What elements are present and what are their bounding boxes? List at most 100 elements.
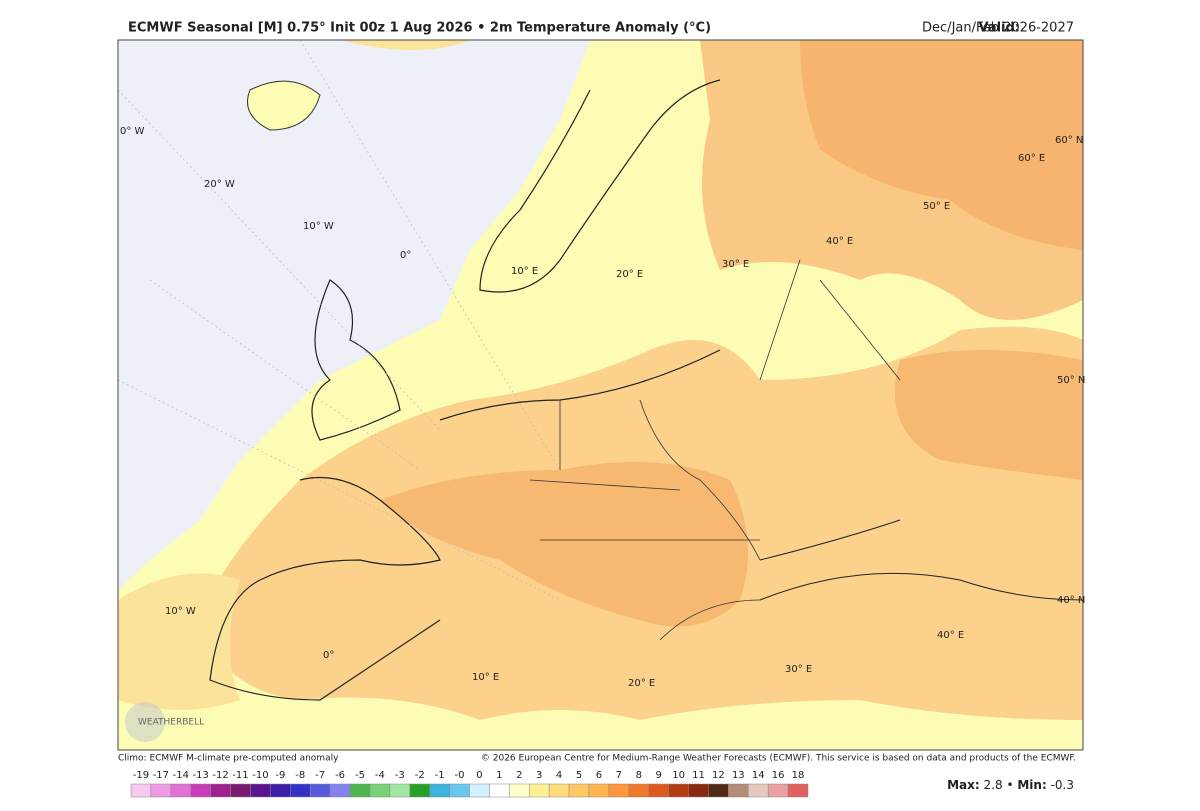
coastline: [759, 519, 1084, 601]
graticule: [117, 39, 561, 601]
colorbar-swatch: [469, 783, 490, 798]
colorbar-swatch: [309, 783, 331, 798]
valid-label: Valid:: [978, 21, 1020, 36]
map-label: 0°: [323, 650, 334, 661]
colorbar-label: -17: [153, 770, 169, 781]
map-label: 0°: [400, 250, 411, 261]
anomaly-area: [340, 40, 470, 50]
max: 2.8: [984, 778, 1003, 792]
colorbar-swatch: [349, 783, 371, 798]
border: [529, 259, 901, 641]
logo: [125, 702, 165, 742]
colorbar-swatch: [369, 783, 391, 798]
colorbar-label: 16: [772, 770, 785, 781]
colorbar-label: 2: [516, 770, 522, 781]
map-label: 50° E: [923, 201, 950, 212]
coastline: [311, 279, 401, 441]
colorbar-label: 14: [752, 770, 765, 781]
watermark: WEATHERBELL: [138, 718, 204, 728]
colorbar-label: -7: [315, 770, 325, 781]
colorbar-label: 1: [496, 770, 502, 781]
colorbar-swatch: [210, 783, 231, 798]
ocean: [118, 40, 590, 590]
map-label: 30° E: [722, 259, 749, 270]
map: 0° W 20° W 10° W 0° 10° E 20° E 30° E 40…: [117, 39, 1085, 750]
colorbar: -19 -17 -14 -13 -12 -11 -10 -9 -8 -7 -6 -5 -4 -3 -2 -1-…: [130, 770, 809, 798]
colorbar-swatch: [688, 783, 709, 798]
colorbar-label: -4: [375, 770, 385, 781]
anomaly-area: [800, 40, 1083, 250]
colorbar-swatch: [489, 783, 510, 798]
map-label: 40° E: [937, 630, 964, 641]
colorbar-label: -11: [232, 770, 248, 781]
coastline: [479, 79, 721, 293]
map-label: 10° W: [165, 606, 196, 617]
copyright: © 2026 European Centre for Medium-Range …: [481, 754, 1076, 764]
colorbar-swatch: [170, 783, 191, 798]
colorbar-swatch: [190, 783, 211, 798]
colorbar-swatch: [668, 783, 689, 798]
colorbar-label: 12: [712, 770, 725, 781]
colorbar-label: -9: [275, 770, 285, 781]
colorbar-swatch: [429, 783, 450, 798]
colorbar-swatch: [648, 783, 669, 798]
map-label: 0° W: [120, 126, 145, 137]
colorbar-label: -5: [355, 770, 365, 781]
anomaly-area: [380, 462, 748, 627]
map-label: 20° W: [204, 179, 235, 190]
map-label: 20° E: [616, 269, 643, 280]
colorbar-swatch: [449, 783, 470, 798]
min-label: Min:: [1017, 778, 1046, 792]
map-frame: [117, 39, 1084, 751]
map-label: 60° N: [1055, 135, 1083, 146]
colorbar-swatch: [728, 783, 749, 798]
title: ECMWF Seasonal [M] 0.75° Init 00z 1 Aug …: [128, 21, 711, 36]
land-outline: [247, 80, 321, 131]
colorbar-swatch: [389, 783, 411, 798]
colorbar-label: -1: [435, 770, 445, 781]
colorbar-swatch: [748, 783, 769, 798]
colorbar-label: 8: [636, 770, 642, 781]
colorbar-label: 9: [655, 770, 661, 781]
colorbar-label: 13: [732, 770, 745, 781]
colorbar-swatch: [528, 783, 550, 798]
colorbar-label: -0: [455, 770, 465, 781]
colorbar-label: -12: [212, 770, 228, 781]
colorbar-label: -13: [193, 770, 209, 781]
colorbar-label: 11: [692, 770, 705, 781]
min: -0.3: [1051, 778, 1074, 792]
map-label: 40° N: [1057, 595, 1085, 606]
map-label: 60° E: [1018, 153, 1045, 164]
colorbar-swatch: [628, 783, 649, 798]
colorbar-label: -14: [173, 770, 189, 781]
climo-note: Climo: ECMWF M-climate pre-computed anom…: [118, 754, 339, 764]
colorbar-swatch: [250, 783, 271, 798]
map-label: 40° E: [826, 236, 853, 247]
map-label: 10° W: [303, 221, 334, 232]
colorbar-label: -8: [295, 770, 305, 781]
colorbar-label: 18: [792, 770, 805, 781]
colorbar-swatch: [329, 783, 351, 798]
map-label: 10° E: [472, 672, 499, 683]
stats: Max: 2.8 • Min: -0.3: [947, 778, 1074, 792]
colorbar-label: 10: [672, 770, 685, 781]
colorbar-swatch: [290, 783, 311, 798]
colorbar-swatch: [230, 783, 251, 798]
map-label: 20° E: [628, 678, 655, 689]
colorbar-swatch: [270, 783, 291, 798]
colorbar-swatch: [608, 783, 630, 798]
colorbar-label: -3: [395, 770, 405, 781]
colorbar-swatch: [568, 783, 590, 798]
colorbar-label: 7: [616, 770, 622, 781]
colorbar-swatch: [150, 783, 172, 798]
colorbar-swatch: [509, 783, 530, 798]
map-label: 30° E: [785, 664, 812, 675]
colorbar-label: -6: [335, 770, 345, 781]
colorbar-swatch: [409, 783, 430, 798]
anomaly-area: [895, 350, 1083, 480]
map-label: 50° N: [1057, 375, 1085, 386]
anomaly-area: [118, 573, 240, 710]
colorbar-swatch: [130, 783, 152, 798]
colorbar-label: -2: [415, 770, 425, 781]
